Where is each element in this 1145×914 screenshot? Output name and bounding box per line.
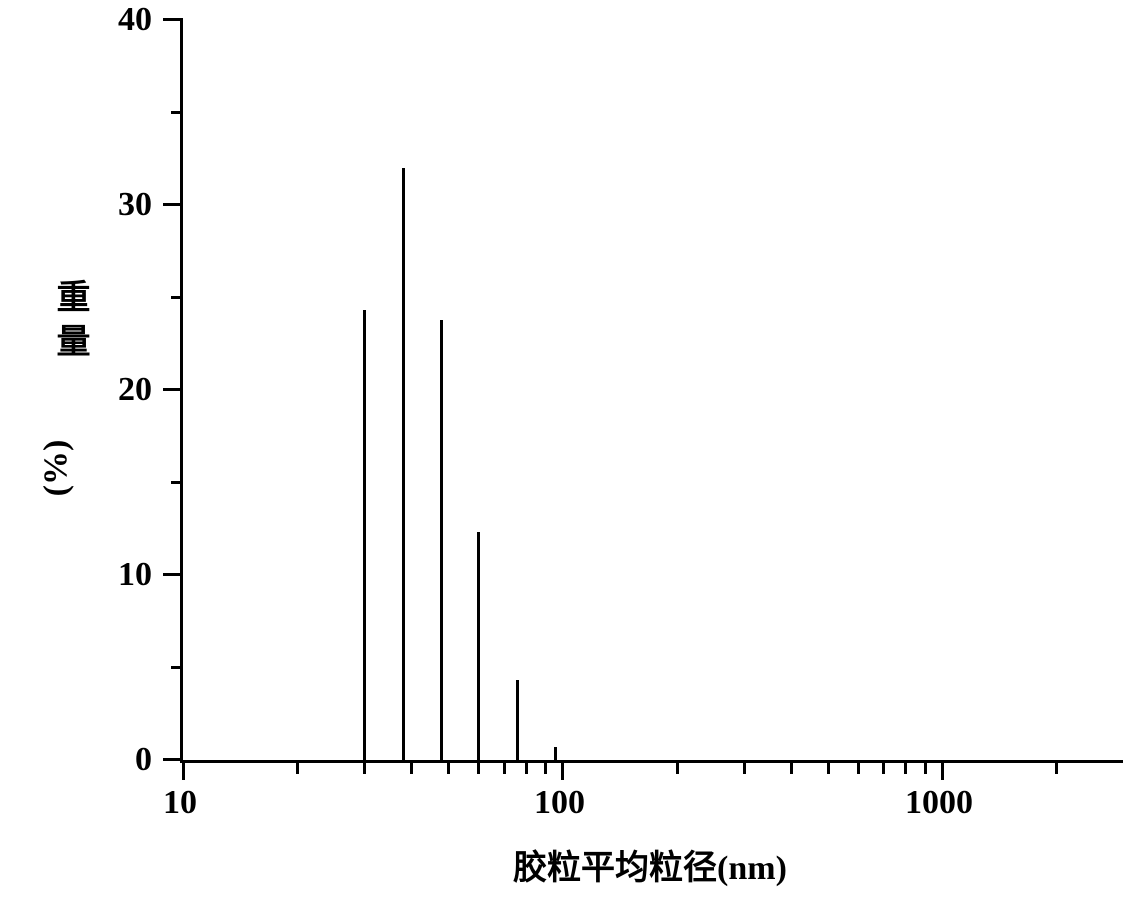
- x-axis-title: 胶粒平均粒径(nm): [513, 840, 787, 889]
- y-tick-major: [163, 573, 183, 576]
- x-tick-minor: [447, 760, 450, 774]
- x-tick-label: 10: [163, 784, 197, 822]
- bar: [516, 680, 519, 760]
- y-axis-title: 重量: [45, 279, 94, 367]
- y-tick-label: 30: [118, 186, 152, 224]
- x-tick-minor: [525, 760, 528, 774]
- bar: [554, 747, 557, 760]
- bar: [477, 532, 480, 760]
- chart-container: 10 100 1000 胶粒平均粒径(nm) 0 10 20 30 40 重量 (%): [0, 0, 1145, 914]
- x-tick-minor: [857, 760, 860, 774]
- y-tick-major: [163, 758, 183, 761]
- x-tick-minor: [790, 760, 793, 774]
- y-tick-minor: [171, 481, 183, 484]
- y-tick-major: [163, 203, 183, 206]
- x-tick-label: 100: [534, 784, 585, 822]
- x-tick-minor: [743, 760, 746, 774]
- x-tick-minor: [410, 760, 413, 774]
- x-tick-minor: [477, 760, 480, 774]
- y-axis-title-unit: (%): [37, 440, 75, 497]
- y-tick-minor: [171, 111, 183, 114]
- y-tick-minor: [171, 296, 183, 299]
- y-tick-major: [163, 388, 183, 391]
- y-tick-label: 0: [135, 741, 152, 779]
- x-tick-major: [941, 760, 944, 780]
- x-tick-label: 1000: [905, 784, 973, 822]
- plot-area: [180, 20, 1123, 763]
- y-tick-minor: [171, 666, 183, 669]
- x-tick-minor: [363, 760, 366, 774]
- x-tick-minor: [296, 760, 299, 774]
- x-tick-minor: [676, 760, 679, 774]
- x-tick-major: [182, 760, 185, 780]
- y-tick-label: 10: [118, 556, 152, 594]
- x-tick-minor: [904, 760, 907, 774]
- x-tick-minor: [827, 760, 830, 774]
- bar: [402, 168, 405, 760]
- y-tick-label: 40: [118, 1, 152, 39]
- x-tick-minor: [924, 760, 927, 774]
- bar: [440, 320, 443, 760]
- bar: [363, 310, 366, 760]
- x-tick-minor: [882, 760, 885, 774]
- x-tick-minor: [544, 760, 547, 774]
- x-tick-major: [561, 760, 564, 780]
- x-tick-minor: [503, 760, 506, 774]
- x-tick-minor: [1055, 760, 1058, 774]
- y-tick-label: 20: [118, 371, 152, 409]
- y-tick-major: [163, 18, 183, 21]
